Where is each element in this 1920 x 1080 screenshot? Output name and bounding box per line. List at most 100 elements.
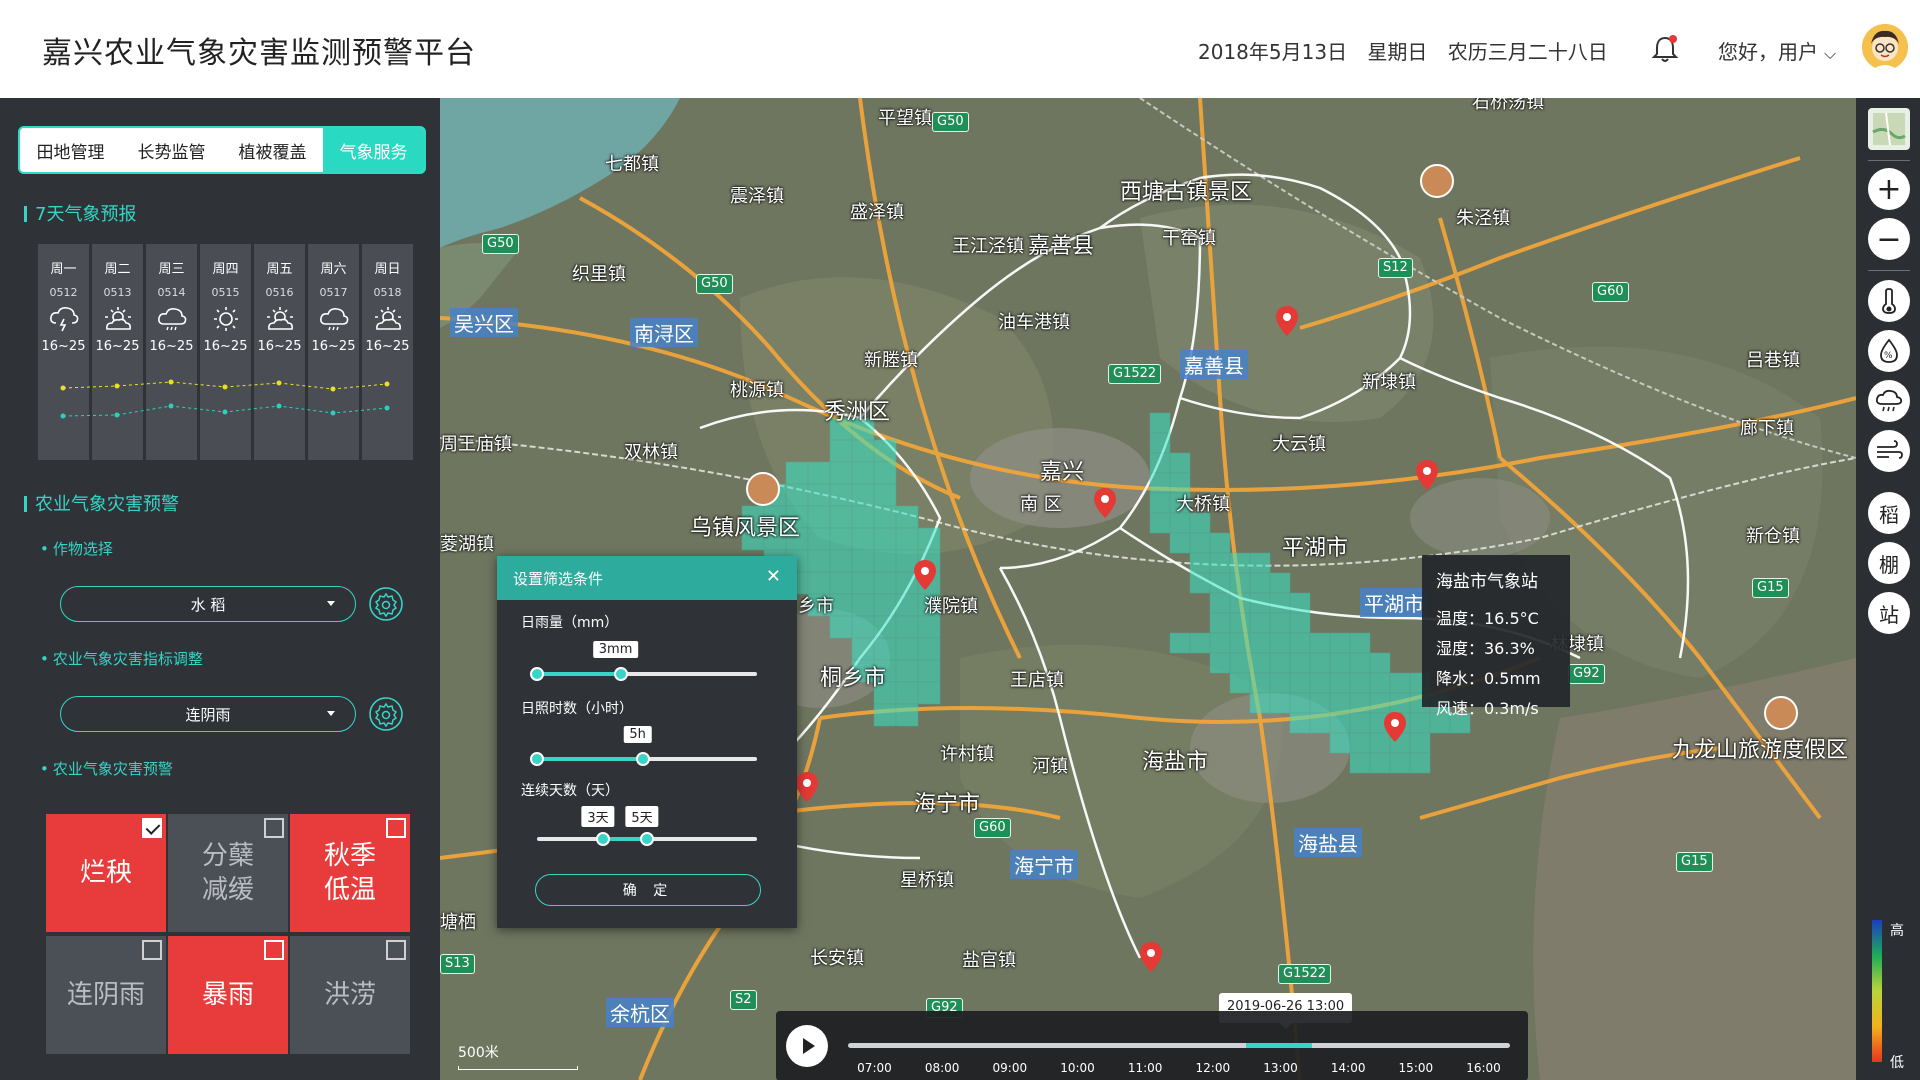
user-menu[interactable]: 您好，用户 ⌵	[1718, 36, 1836, 65]
gear-icon[interactable]	[368, 696, 404, 732]
crop-select[interactable]: 水 稻	[60, 586, 356, 622]
humidity-button[interactable]: %	[1868, 330, 1910, 372]
map-pin-icon[interactable]	[796, 772, 818, 802]
slider-fill	[603, 837, 647, 841]
warning-item-lanyang[interactable]: 烂秧	[46, 814, 166, 932]
map-label: 新埭镇	[1362, 372, 1416, 393]
app-header: 嘉兴农业气象灾害监测预警平台 2018年5月13日 星期日 农历三月二十八日 您…	[0, 0, 1920, 98]
forecast-temp: 16~25	[257, 339, 302, 354]
forecast-day-date: 0513	[103, 286, 132, 299]
timeline-tick[interactable]: 15:00	[1398, 1061, 1434, 1075]
timeline-tick[interactable]: 09:00	[992, 1061, 1028, 1075]
play-icon[interactable]	[786, 1025, 828, 1067]
low-temp-point	[168, 403, 174, 409]
map-view[interactable]: 石桥荡镇 平望镇 七都镇 震泽镇 盛泽镇 西塘古镇景区 王江泾镇 嘉善县 干窑镇…	[440, 98, 1856, 1080]
map-pin-icon[interactable]	[1140, 942, 1162, 972]
legend-high-label: 高	[1890, 923, 1904, 939]
tab-growth-monitoring[interactable]: 长势监管	[137, 142, 206, 163]
bell-icon[interactable]	[1650, 34, 1680, 64]
forecast-day-name: 周四	[212, 262, 239, 277]
map-label: 乡市	[798, 596, 834, 617]
warning-item-continuous-rain[interactable]: 连阴雨	[46, 936, 166, 1054]
wind-button[interactable]	[1868, 430, 1910, 472]
rain-button[interactable]	[1868, 380, 1910, 422]
map-pin-icon[interactable]	[914, 560, 936, 590]
station-button[interactable]: 站	[1868, 592, 1910, 634]
timeline-tick[interactable]: 08:00	[924, 1061, 960, 1075]
warning-item-rainstorm[interactable]: 暴雨	[168, 936, 288, 1054]
slider-max-handle[interactable]: 5天	[625, 806, 659, 846]
tab-weather-service[interactable]: 气象服务	[323, 128, 424, 172]
gear-icon[interactable]	[368, 586, 404, 622]
warning-checkbox[interactable]	[142, 940, 162, 960]
warning-checkbox[interactable]	[264, 940, 284, 960]
forecast-panel: 周一 0512 16~25 周二 0513 16~25 周三 0514 16~2…	[38, 244, 416, 460]
slider-min-handle[interactable]	[530, 752, 544, 766]
index-select[interactable]: 连阴雨	[60, 696, 356, 732]
warning-item-fennie[interactable]: 分蘖 减缓	[168, 814, 288, 932]
crop-select-label: 作物选择	[40, 538, 113, 559]
timeline-active-segment[interactable]	[1246, 1043, 1312, 1048]
forecast-temp: 16~25	[311, 339, 356, 354]
legend-low-label: 低	[1890, 1055, 1904, 1071]
scenic-spot-icon[interactable]	[1764, 696, 1798, 730]
slider-min-handle[interactable]	[530, 667, 544, 681]
warning-item-autumn-low-temp[interactable]: 秋季 低温	[290, 814, 410, 932]
warning-checkbox[interactable]	[386, 818, 406, 838]
zoom-out-button[interactable]: −	[1868, 218, 1910, 260]
rice-button[interactable]: 稻	[1868, 492, 1910, 534]
rain-slider[interactable]: 3mm	[530, 641, 757, 681]
tab-field-management[interactable]: 田地管理	[36, 142, 105, 163]
high-temp-point	[276, 380, 282, 386]
timeline-tick[interactable]: 11:00	[1127, 1061, 1163, 1075]
timeline-ticks: 07:00 08:00 09:00 10:00 11:00 12:00 13:00 14:00…	[848, 1061, 1510, 1077]
layer-switch-button[interactable]	[1868, 108, 1910, 150]
forecast-day-date: 0517	[319, 286, 348, 299]
warning-checkbox[interactable]	[264, 818, 284, 838]
map-label: 乌镇风景区	[690, 516, 801, 541]
shed-button[interactable]: 棚	[1868, 542, 1910, 584]
warning-checkbox[interactable]	[142, 818, 162, 838]
map-label: 许村镇	[940, 744, 994, 765]
high-temp-point	[168, 379, 174, 385]
timeline-tick[interactable]: 07:00	[857, 1061, 892, 1075]
timeline-track[interactable]	[848, 1043, 1510, 1048]
sunshine-label: 日照时数（小时）	[521, 701, 633, 717]
zoom-in-button[interactable]: +	[1868, 168, 1910, 210]
scenic-spot-icon[interactable]	[746, 472, 780, 506]
timeline-tick[interactable]: 14:00	[1330, 1061, 1366, 1075]
temperature-button[interactable]	[1868, 280, 1910, 322]
forecast-temp: 16~25	[149, 339, 194, 354]
timeline-tick[interactable]: 12:00	[1195, 1061, 1231, 1075]
map-pin-icon[interactable]	[1384, 712, 1406, 742]
station-tooltip: 海盐市气象站 温度：16.5°C 湿度：36.3% 降水：0.5mm 风速：0.…	[1422, 555, 1570, 718]
module-tabs: 田地管理 长势监管 植被覆盖 气象服务	[18, 126, 426, 174]
close-icon[interactable]: ✕	[765, 566, 781, 587]
forecast-day-name: 周五	[266, 262, 293, 277]
lunar-date: 农历三月二十八日	[1447, 40, 1608, 64]
warning-item-label: 秋季 低温	[323, 841, 376, 905]
forecast-day-name: 周日	[374, 262, 401, 277]
sunshine-slider[interactable]: 5h	[530, 726, 757, 766]
map-pin-icon[interactable]	[1276, 306, 1298, 336]
map-pin-icon[interactable]	[1094, 488, 1116, 518]
warning-item-flood[interactable]: 洪涝	[290, 936, 410, 1054]
map-pin-icon[interactable]	[1416, 460, 1438, 490]
warning-checkbox[interactable]	[386, 940, 406, 960]
scenic-spot-icon[interactable]	[1420, 164, 1454, 198]
road-badge: G1522	[1278, 964, 1332, 984]
station-name: 海盐市气象站	[1436, 572, 1538, 592]
slider-handle[interactable]: 5h	[623, 726, 652, 766]
warning-item-label: 连阴雨	[66, 980, 145, 1010]
user-avatar[interactable]	[1862, 24, 1908, 70]
confirm-button[interactable]: 确 定	[535, 874, 761, 906]
tab-vegetation-coverage[interactable]: 植被覆盖	[238, 142, 307, 163]
high-temp-point	[330, 386, 336, 392]
slider-handle[interactable]: 3mm	[592, 641, 639, 681]
timeline-tick[interactable]: 10:00	[1060, 1061, 1095, 1075]
days-range-slider[interactable]: 3天 5天	[537, 806, 757, 846]
map-label: 菱湖镇	[440, 534, 494, 555]
slider-min-handle[interactable]: 3天	[581, 806, 615, 846]
timeline-tick[interactable]: 16:00	[1466, 1061, 1501, 1075]
timeline-tick[interactable]: 13:00	[1263, 1061, 1298, 1075]
